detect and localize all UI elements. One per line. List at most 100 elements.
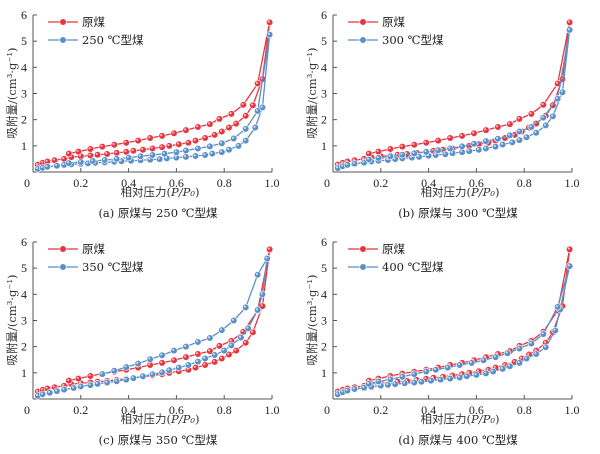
data-point-highlight (105, 380, 108, 383)
data-point (458, 132, 466, 140)
data-point-highlight (229, 339, 232, 342)
data-point (182, 353, 190, 361)
data-point (554, 95, 562, 103)
data-point (182, 126, 190, 134)
data-point-highlight (172, 358, 175, 361)
data-point-highlight (55, 389, 58, 392)
data-point (191, 152, 200, 160)
data-point (401, 379, 409, 387)
x-tick-label: 1.0 (565, 176, 580, 190)
data-point-highlight (196, 359, 199, 362)
data-point (146, 355, 154, 363)
y-axis-label: 吸附量/(cm³·g⁻¹) (5, 47, 19, 139)
data-point-highlight (62, 157, 65, 160)
data-point (65, 377, 73, 385)
data-point (522, 354, 531, 363)
data-point (386, 152, 394, 160)
data-point (53, 162, 61, 170)
data-point (227, 110, 235, 118)
data-point-highlight (160, 360, 163, 364)
data-point-highlight (267, 32, 270, 35)
data-point (232, 346, 240, 355)
data-point-highlight (193, 365, 196, 368)
data-point-highlight (352, 387, 355, 390)
data-point (515, 115, 524, 123)
data-point-highlight (362, 157, 365, 160)
data-point (539, 113, 547, 122)
y-axis-label: 吸附量/(cm³·g⁻¹) (305, 47, 319, 139)
data-point-highlight (35, 162, 39, 165)
data-point-highlight (376, 379, 379, 382)
data-point-highlight (255, 109, 258, 112)
data-point-highlight (460, 144, 463, 147)
data-point (242, 339, 250, 347)
y-tick-label: 6 (21, 235, 27, 249)
data-point-highlight (555, 96, 558, 100)
data-point-highlight (160, 133, 163, 137)
data-point-highlight (481, 358, 484, 361)
x-tick-label: 0.6 (169, 176, 184, 190)
legend-marker (359, 18, 367, 26)
data-point-highlight (476, 147, 480, 151)
series-line-0 (337, 22, 571, 166)
data-point (542, 121, 550, 130)
data-point (475, 146, 483, 154)
data-point (122, 376, 130, 384)
series-line-0 (37, 22, 271, 166)
data-point-highlight (243, 305, 247, 308)
data-point-highlight (207, 122, 211, 125)
data-point (201, 134, 209, 142)
data-point (182, 153, 190, 161)
data-point-highlight (524, 135, 527, 138)
chart-panel-a: 0 0.2 0.4 0.6 0.8 1.0 1 2 3 4 5 6 原煤 250 ℃型煤 吸附量/(cm³·… (0, 0, 300, 227)
data-point (506, 120, 514, 128)
data-point-highlight (160, 370, 163, 373)
data-point-highlight (40, 160, 43, 164)
series-line-0 (337, 249, 571, 393)
data-point (527, 123, 535, 131)
data-point (218, 354, 226, 363)
data-point (254, 107, 262, 115)
data-point-highlight (517, 360, 520, 364)
y-tick-label: 6 (321, 235, 327, 249)
x-tick-label: 0.8 (517, 403, 532, 417)
y-tick-label: 5 (321, 261, 327, 275)
data-point-highlight (212, 353, 215, 356)
data-point (254, 306, 262, 314)
data-point (360, 384, 368, 392)
legend-label: 原煤 (382, 242, 405, 256)
data-point (515, 127, 524, 136)
data-point (482, 369, 490, 377)
data-point (139, 372, 147, 380)
data-point-highlight (507, 364, 511, 367)
data-point-highlight (172, 348, 175, 351)
chart-panel-c: 0 0.2 0.4 0.6 0.8 1.0 1 2 3 4 5 6 原煤 350 ℃型煤 吸附量/(cm³·… (0, 227, 300, 454)
data-point-highlight (95, 381, 98, 385)
y-tick-label: 5 (321, 34, 327, 48)
data-point (506, 131, 514, 139)
data-point (191, 137, 200, 145)
data-point-highlight (112, 368, 115, 372)
x-tick-label: 0.8 (217, 176, 232, 190)
legend-marker (59, 263, 67, 271)
data-point-highlight (493, 144, 496, 147)
data-point (148, 144, 157, 153)
data-point-highlight (150, 153, 153, 156)
data-point (522, 133, 531, 141)
legend-marker (59, 245, 67, 253)
y-tick-label: 2 (21, 340, 27, 354)
data-point-highlight (560, 90, 563, 93)
data-point-highlight (157, 157, 160, 160)
data-point-highlight (388, 154, 391, 157)
data-point-highlight (174, 150, 177, 153)
data-point-highlight (345, 163, 348, 166)
y-tick-label: 4 (321, 60, 327, 74)
data-point-highlight (543, 123, 547, 126)
data-point-highlight (35, 166, 39, 170)
legend-label: 原煤 (382, 15, 405, 29)
data-point (258, 103, 267, 111)
legend-label: 原煤 (82, 15, 105, 29)
data-point-highlight (340, 160, 343, 164)
data-point-highlight (472, 141, 475, 145)
data-point-highlight (66, 151, 70, 154)
